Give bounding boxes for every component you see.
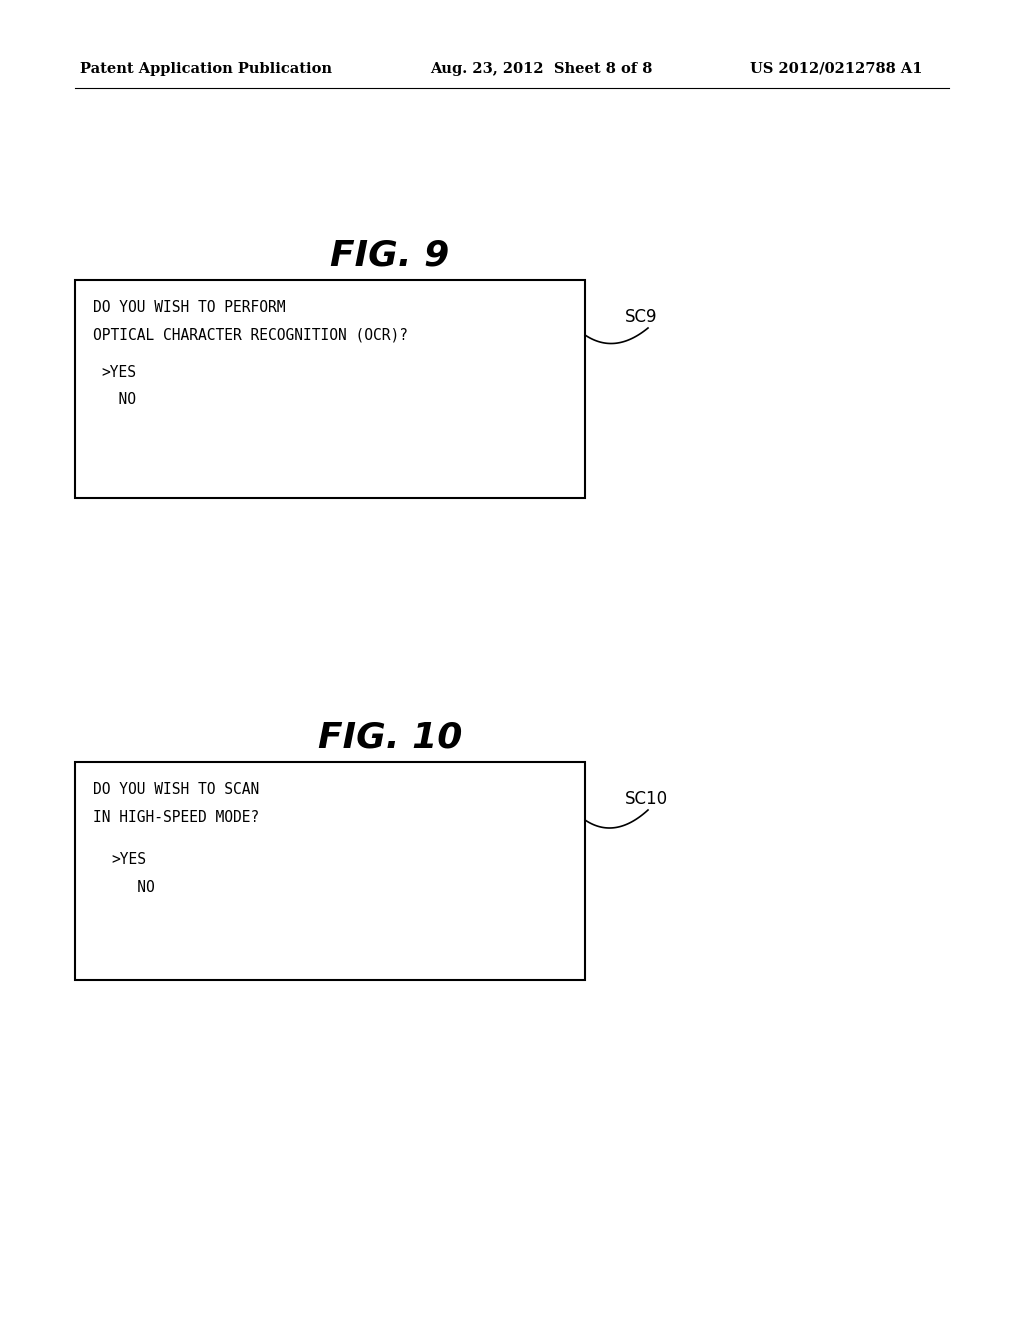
Text: Aug. 23, 2012  Sheet 8 of 8: Aug. 23, 2012 Sheet 8 of 8 bbox=[430, 62, 652, 77]
Text: SC10: SC10 bbox=[625, 789, 668, 808]
Text: OPTICAL CHARACTER RECOGNITION (OCR)?: OPTICAL CHARACTER RECOGNITION (OCR)? bbox=[93, 327, 408, 343]
Bar bbox=[75, 280, 585, 498]
Bar bbox=[75, 762, 585, 979]
Text: DO YOU WISH TO SCAN: DO YOU WISH TO SCAN bbox=[93, 781, 259, 797]
Text: NO: NO bbox=[111, 880, 155, 895]
Text: Patent Application Publication: Patent Application Publication bbox=[80, 62, 332, 77]
Text: US 2012/0212788 A1: US 2012/0212788 A1 bbox=[750, 62, 923, 77]
Text: SC9: SC9 bbox=[625, 308, 657, 326]
Text: NO: NO bbox=[101, 392, 136, 407]
Text: FIG. 10: FIG. 10 bbox=[317, 719, 462, 754]
Text: FIG. 9: FIG. 9 bbox=[331, 238, 450, 272]
Text: >YES: >YES bbox=[101, 366, 136, 380]
Text: DO YOU WISH TO PERFORM: DO YOU WISH TO PERFORM bbox=[93, 300, 286, 315]
Text: IN HIGH-SPEED MODE?: IN HIGH-SPEED MODE? bbox=[93, 810, 259, 825]
Text: >YES: >YES bbox=[111, 851, 146, 867]
